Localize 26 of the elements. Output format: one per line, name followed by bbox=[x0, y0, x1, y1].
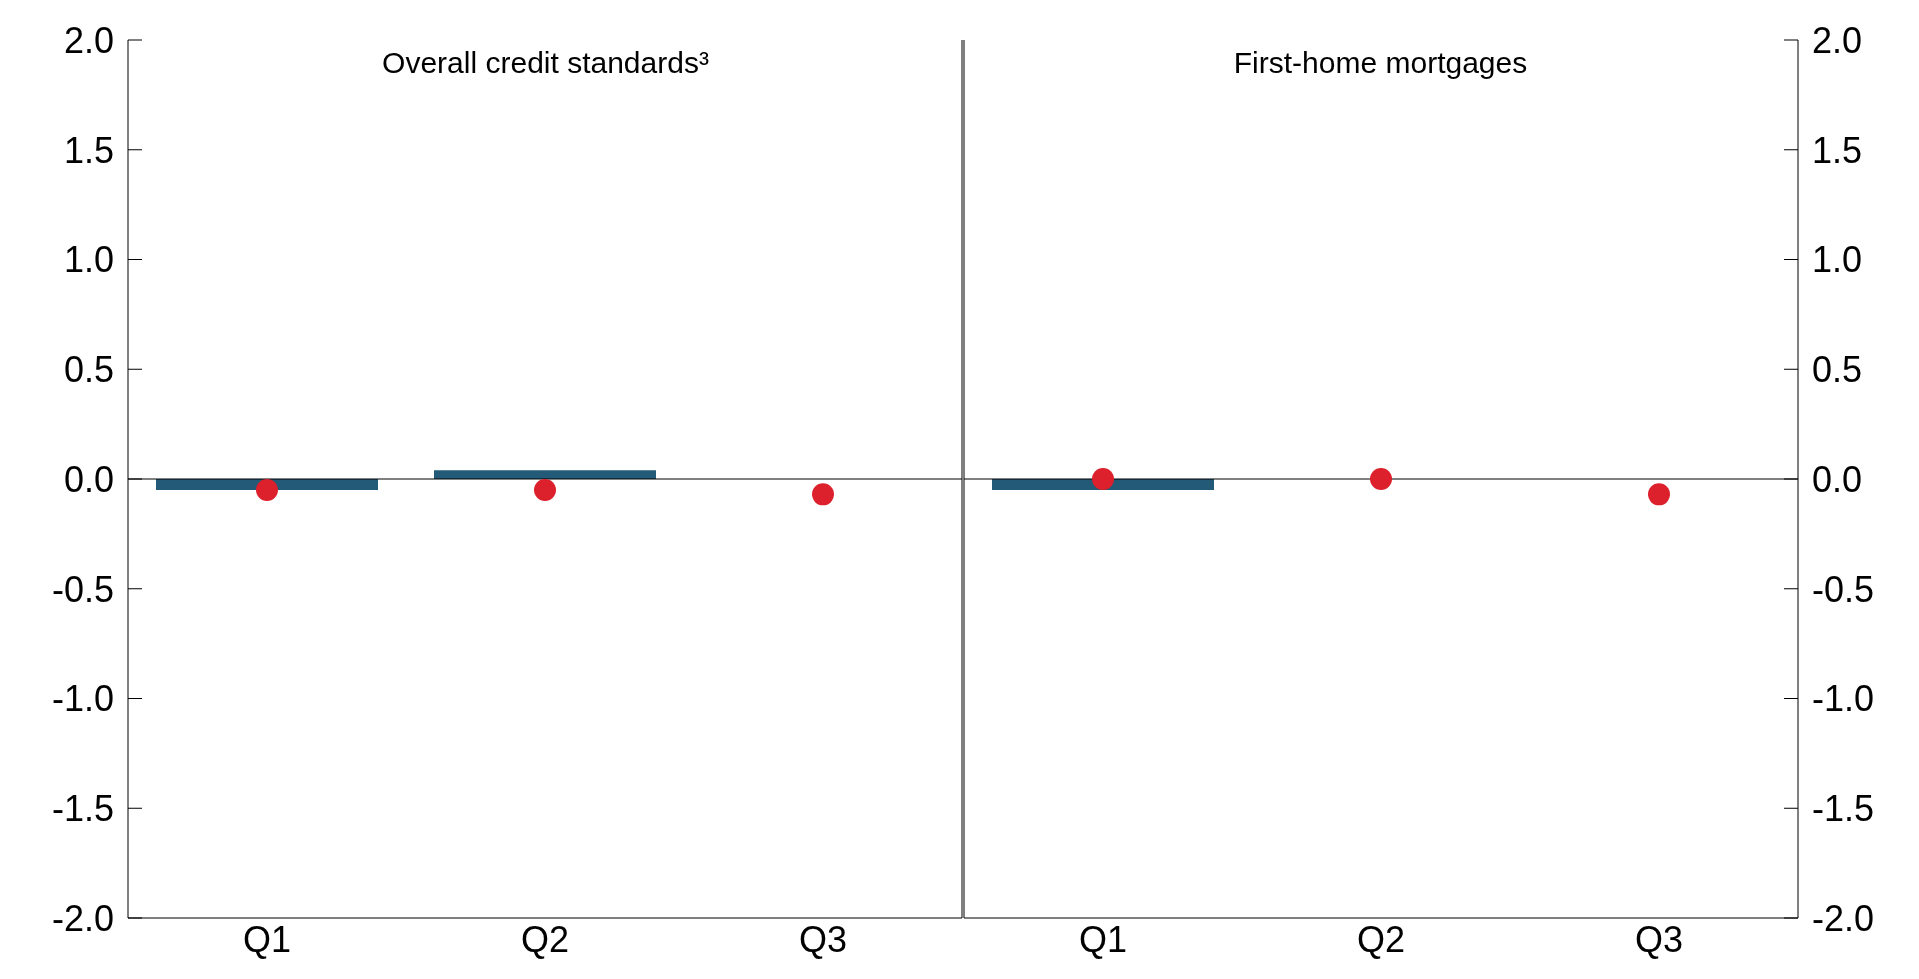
chart-title: First-home mortgages bbox=[1232, 46, 1529, 80]
y2-tick-label: 0.0 bbox=[1812, 458, 1863, 500]
y-tick-label: 0.5 bbox=[63, 349, 114, 391]
y2-tick-label: 1.5 bbox=[1812, 129, 1863, 171]
y-tick-label: 2.0 bbox=[63, 19, 114, 61]
y2-tick-label: -0.5 bbox=[1812, 568, 1875, 610]
y-tick-label: -1.5 bbox=[51, 788, 114, 830]
x-tick-label: Q2 bbox=[520, 918, 570, 960]
x-tick-label: Q2 bbox=[1356, 918, 1406, 960]
chart-title: Overall credit standards³ bbox=[381, 46, 710, 80]
x-tick-label: Q1 bbox=[1078, 918, 1128, 960]
x-tick-label: Q3 bbox=[798, 918, 848, 960]
y-tick-label: -2.0 bbox=[51, 897, 114, 939]
x-tick-label: Q3 bbox=[1634, 918, 1684, 960]
y2-tick-label: 1.0 bbox=[1812, 239, 1863, 281]
y2-tick-label: -2.0 bbox=[1812, 897, 1875, 939]
y-tick-label: -1.0 bbox=[51, 678, 114, 720]
y-tick-label: -0.5 bbox=[51, 568, 114, 610]
y2-tick-label: -1.5 bbox=[1812, 788, 1875, 830]
y2-tick-label: 2.0 bbox=[1812, 19, 1863, 61]
x-tick-label: Q1 bbox=[242, 918, 292, 960]
y-tick-label: 1.5 bbox=[63, 129, 114, 171]
y2-tick-label: 0.5 bbox=[1812, 349, 1863, 391]
y-tick-label: 0.0 bbox=[63, 458, 114, 500]
y2-tick-label: -1.0 bbox=[1812, 678, 1875, 720]
y-tick-label: 1.0 bbox=[63, 239, 114, 281]
